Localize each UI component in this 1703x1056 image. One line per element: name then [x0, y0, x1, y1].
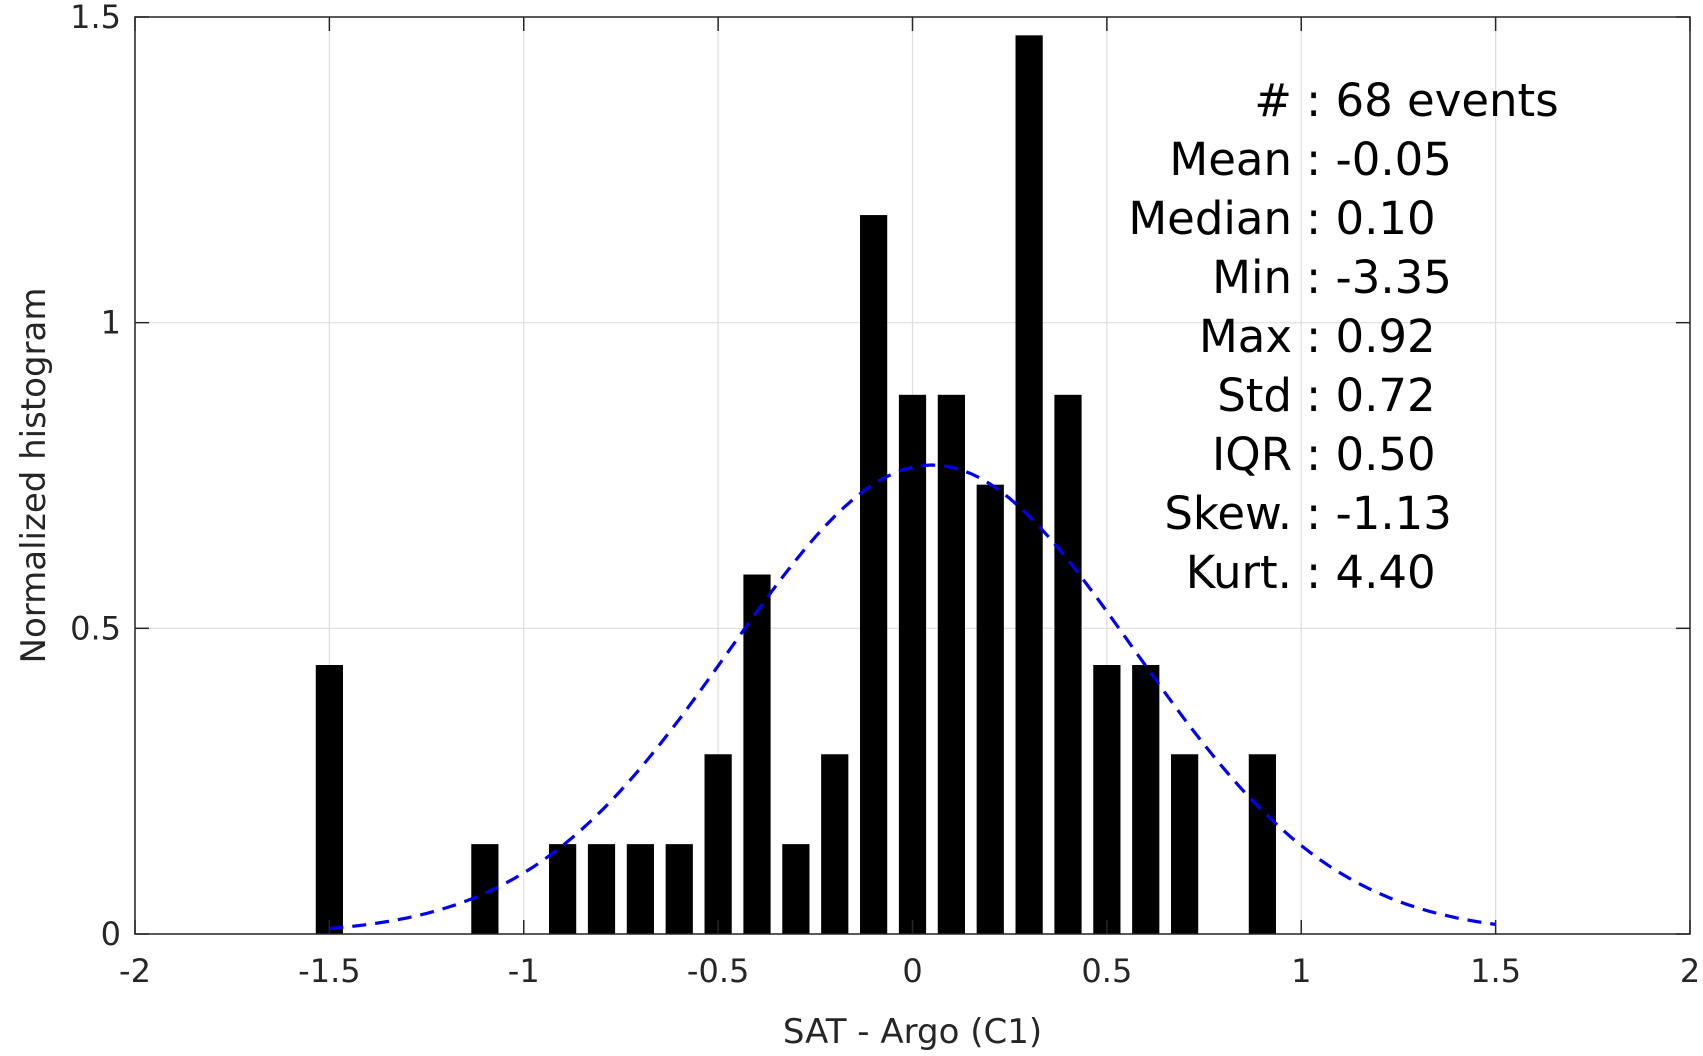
histogram-bar	[1015, 35, 1043, 934]
stat-value: : -0.05	[1306, 133, 1452, 186]
stat-value: : 68 events	[1306, 74, 1559, 127]
stat-name: Skew.	[1164, 487, 1292, 540]
stat-name: Min	[1212, 251, 1292, 304]
x-tick-labels: -2 -1.5 -1 -0.5 0 0.5 1 1.5 2	[119, 952, 1700, 990]
x-tick-label: -2	[119, 952, 151, 990]
x-tick-label: 0.5	[1081, 952, 1132, 990]
y-tick-labels: 0 0.5 1 1.5	[70, 0, 121, 953]
histogram-bar	[665, 844, 693, 934]
stat-value: : 0.92	[1306, 310, 1436, 363]
y-tick-label: 1	[101, 304, 121, 342]
stat-value: : 4.40	[1306, 546, 1436, 599]
stat-name: Std	[1217, 369, 1292, 422]
statistics-annotation: # : 68 events Mean : -0.05 Median : 0.10 Min : …	[1128, 74, 1558, 599]
stat-value: : 0.50	[1306, 428, 1436, 481]
x-tick-label: 1	[1291, 952, 1311, 990]
histogram-bar	[549, 844, 577, 934]
x-tick-label: 0	[902, 952, 922, 990]
x-tick-label: -1.5	[298, 952, 360, 990]
histogram-bar	[898, 394, 927, 935]
y-tick-label: 0.5	[70, 609, 121, 647]
stat-name: Mean	[1169, 133, 1292, 186]
y-axis-label: Normalized histogram	[14, 288, 54, 664]
histogram-bar	[626, 844, 654, 934]
histogram-bar	[1132, 665, 1160, 934]
stat-value: : -3.35	[1306, 251, 1452, 304]
histogram-bar	[937, 394, 965, 935]
x-tick-label: 1.5	[1470, 952, 1521, 990]
histogram-bar	[587, 844, 616, 934]
stat-name: #	[1254, 74, 1292, 127]
stat-value: : 0.10	[1306, 192, 1436, 245]
histogram-bar	[1171, 754, 1199, 934]
stat-name: IQR	[1212, 428, 1292, 481]
x-axis-label: SAT - Argo (C1)	[783, 1012, 1042, 1052]
histogram-bar	[1248, 754, 1276, 934]
histogram-bar	[976, 484, 1004, 934]
histogram-bar	[315, 665, 343, 934]
histogram-bar	[860, 215, 888, 934]
stat-name: Max	[1199, 310, 1292, 363]
histogram-bars	[315, 35, 1276, 935]
histogram-bar	[743, 574, 771, 934]
y-tick-label: 0	[101, 915, 121, 953]
stat-name: Kurt.	[1186, 546, 1292, 599]
stat-value: : 0.72	[1306, 369, 1436, 422]
axis-ticks	[134, 16, 1691, 935]
histogram-bar	[704, 754, 732, 934]
x-tick-label: 2	[1680, 952, 1700, 990]
x-tick-label: -0.5	[687, 952, 749, 990]
x-tick-label: -1	[508, 952, 540, 990]
histogram-bar	[1093, 665, 1121, 934]
stat-value: : -1.13	[1306, 487, 1452, 540]
histogram-bar	[1054, 394, 1082, 935]
histogram-bar	[782, 844, 810, 934]
stat-name: Median	[1128, 192, 1292, 245]
histogram-bar	[821, 754, 849, 934]
y-tick-label: 1.5	[70, 0, 121, 36]
